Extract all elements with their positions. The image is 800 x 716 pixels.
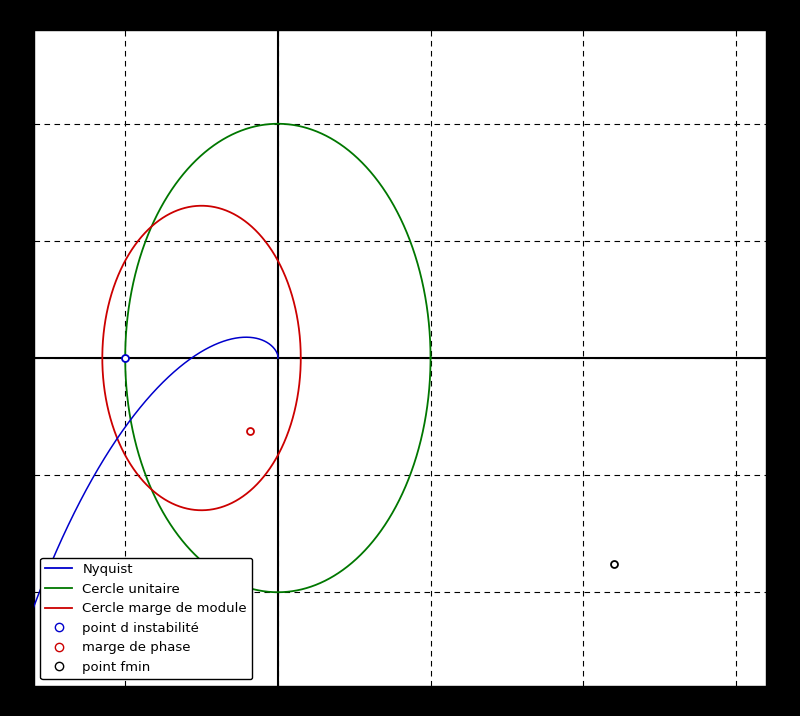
Legend: Nyquist, Cercle unitaire, Cercle marge de module, point d instabilité, marge de : Nyquist, Cercle unitaire, Cercle marge d…	[40, 558, 252, 679]
